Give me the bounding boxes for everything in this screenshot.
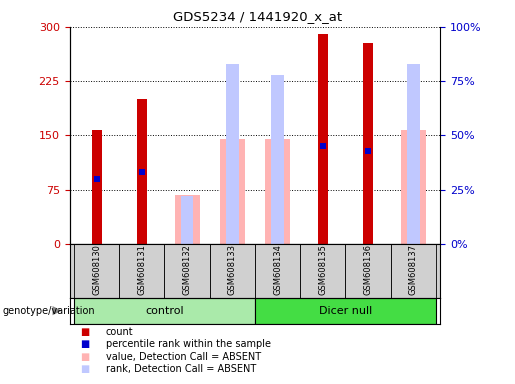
Bar <box>74 298 255 324</box>
Bar <box>363 43 373 244</box>
Text: GSM608135: GSM608135 <box>318 244 327 295</box>
Text: percentile rank within the sample: percentile rank within the sample <box>106 339 270 349</box>
Text: ■: ■ <box>80 364 89 374</box>
Bar <box>119 244 164 298</box>
Text: count: count <box>106 327 133 337</box>
Bar <box>255 298 436 324</box>
Polygon shape <box>53 306 62 315</box>
Bar <box>407 64 420 244</box>
Bar <box>271 74 284 244</box>
Bar <box>255 244 300 298</box>
Bar <box>226 64 238 244</box>
Bar <box>220 139 245 244</box>
Text: GSM608132: GSM608132 <box>183 244 192 295</box>
Bar <box>346 244 390 298</box>
Bar <box>92 129 101 244</box>
Text: GDS5234 / 1441920_x_at: GDS5234 / 1441920_x_at <box>173 10 342 23</box>
Bar <box>300 244 346 298</box>
Bar <box>181 196 194 244</box>
Text: control: control <box>145 306 184 316</box>
Text: GSM608134: GSM608134 <box>273 244 282 295</box>
Text: value, Detection Call = ABSENT: value, Detection Call = ABSENT <box>106 352 261 362</box>
Text: GSM608137: GSM608137 <box>409 244 418 295</box>
Text: GSM608133: GSM608133 <box>228 244 237 295</box>
Bar <box>390 244 436 298</box>
Bar <box>74 244 119 298</box>
Bar <box>164 244 210 298</box>
Bar <box>265 139 290 244</box>
Text: GSM608131: GSM608131 <box>138 244 146 295</box>
Bar <box>210 244 255 298</box>
Text: ■: ■ <box>80 352 89 362</box>
Text: rank, Detection Call = ABSENT: rank, Detection Call = ABSENT <box>106 364 256 374</box>
Bar <box>175 195 199 244</box>
Text: GSM608130: GSM608130 <box>92 244 101 295</box>
Text: ■: ■ <box>80 327 89 337</box>
Text: genotype/variation: genotype/variation <box>3 306 95 316</box>
Bar <box>318 34 328 244</box>
Bar <box>137 99 147 244</box>
Text: GSM608136: GSM608136 <box>364 244 372 295</box>
Text: Dicer null: Dicer null <box>319 306 372 316</box>
Text: ■: ■ <box>80 339 89 349</box>
Bar <box>401 129 425 244</box>
